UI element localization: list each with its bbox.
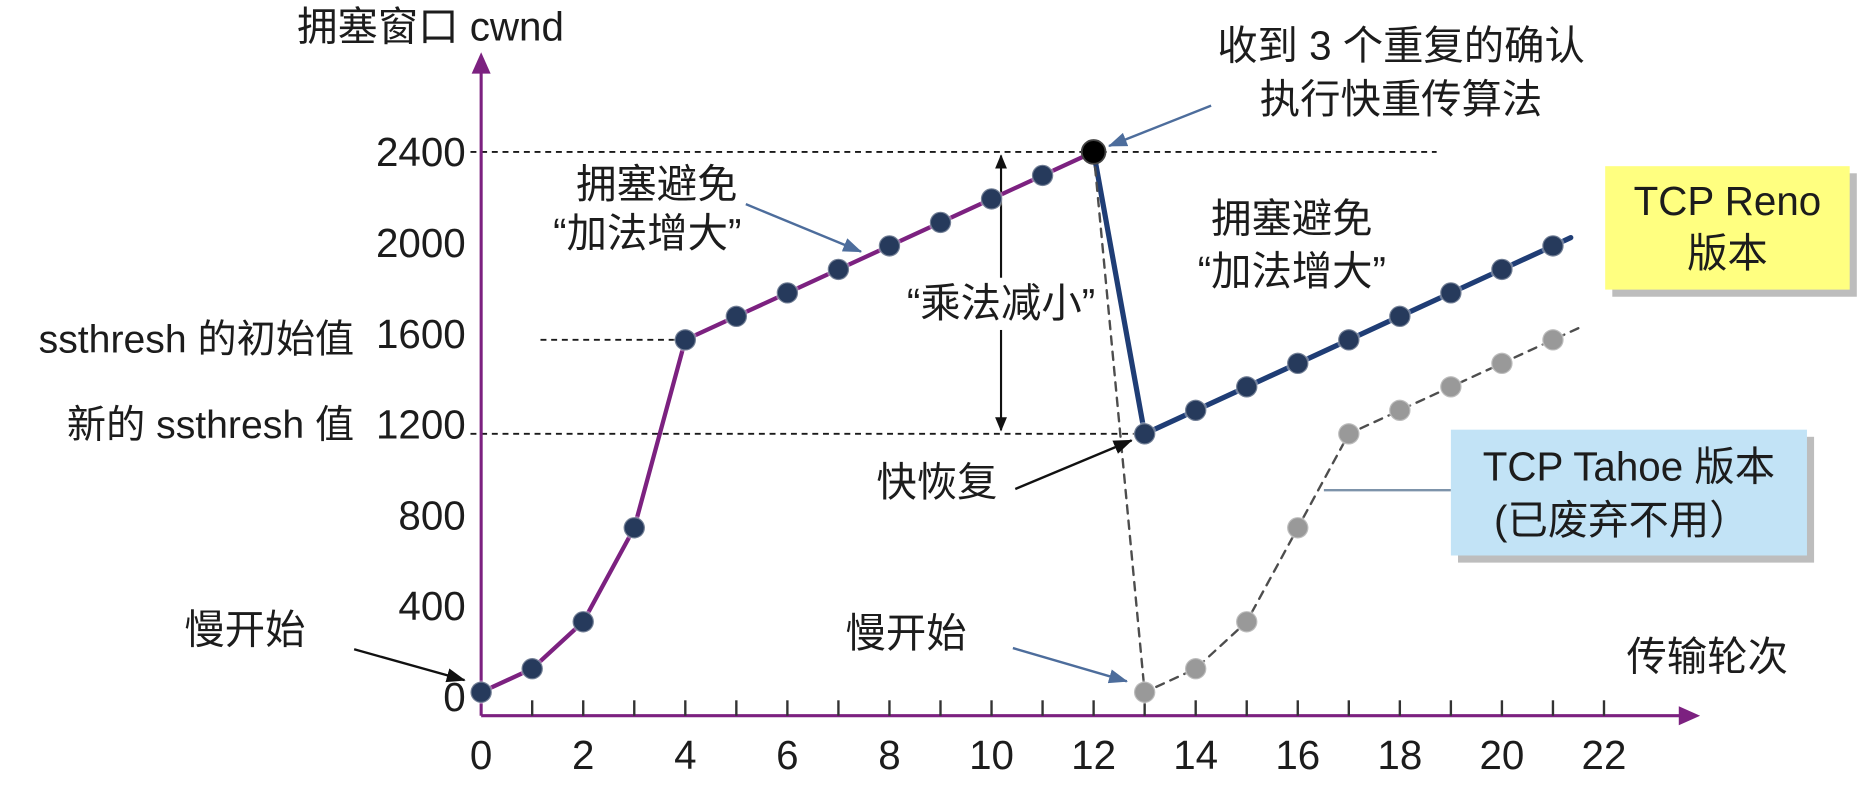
data-point-tahoe	[1541, 327, 1565, 352]
x-tick-label: 20	[1479, 732, 1524, 778]
y-tick-label: 1200	[376, 402, 466, 448]
data-point-reno	[1336, 327, 1361, 352]
y-tick-label: 800	[398, 492, 465, 538]
data-point-initial	[775, 281, 800, 305]
x-tick-label: 18	[1377, 732, 1422, 778]
x-tick-label: 2	[572, 732, 594, 778]
y-tick-label: 2400	[376, 129, 466, 175]
y-tick-label: 0	[443, 674, 465, 720]
x-tick-label: 8	[878, 732, 900, 778]
data-point-tahoe	[1490, 351, 1514, 376]
annotation-congestion-avoidance-first-line1: 拥塞避免	[576, 161, 737, 207]
annotation-congestion-avoidance-second-line2: “加法增大”	[1198, 248, 1386, 294]
data-point-tahoe	[1132, 680, 1157, 705]
ssthresh-initial-label: ssthresh 的初始值	[39, 319, 355, 362]
reference-lines	[470, 150, 1437, 435]
data-point-initial	[1030, 163, 1055, 188]
y-axis-arrowhead	[471, 52, 491, 74]
tahoe-box-line1: TCP Tahoe 版本	[1483, 444, 1775, 490]
data-point-reno	[1490, 257, 1514, 282]
reno-version-box: TCP Reno 版本	[1605, 166, 1857, 297]
reno-box-line2: 版本	[1687, 230, 1768, 276]
axes: 0 2 4 6 8 10 12 14 16 18 20 22 0 400 800 1200 1600 2000 24…	[376, 52, 1701, 778]
data-point-tahoe	[1234, 609, 1259, 634]
data-point-reno	[1234, 374, 1259, 399]
y-tick-label: 400	[398, 583, 465, 629]
annotation-slow-start-second: 慢开始	[846, 610, 967, 656]
data-point-initial	[520, 656, 545, 681]
tahoe-version-box: TCP Tahoe 版本 (已废弃不用）	[1450, 429, 1815, 563]
x-tick-label: 10	[969, 732, 1014, 778]
reno-box-background	[1605, 166, 1850, 290]
x-tick-label: 12	[1071, 732, 1116, 778]
data-point-initial	[469, 680, 494, 705]
arrow-congestion-avoidance-first	[745, 203, 863, 253]
triple-duplicate-ack-point	[1080, 139, 1107, 165]
arrow-fast-recovery	[1014, 439, 1133, 491]
data-point-tahoe	[1387, 398, 1412, 423]
data-point-initial	[724, 304, 749, 329]
annotation-triple-dup-ack-line1: 收到 3 个重复的确认	[1217, 22, 1585, 68]
data-point-initial	[571, 609, 596, 634]
data-point-tahoe	[1439, 374, 1463, 399]
y-axis-title: 拥塞窗口 cwnd	[297, 3, 564, 49]
annotation-congestion-avoidance-second-line1: 拥塞避免	[1211, 196, 1372, 242]
data-point-reno	[1285, 351, 1310, 376]
reno-box-line1: TCP Reno	[1634, 178, 1822, 224]
data-point-initial	[928, 210, 953, 235]
x-tick-label: 14	[1173, 732, 1218, 778]
data-point-tahoe	[1183, 656, 1208, 681]
x-tick-label: 22	[1582, 732, 1627, 778]
data-point-tahoe	[1336, 421, 1361, 446]
tahoe-box-line2: (已废弃不用）	[1494, 497, 1750, 543]
arrow-triple-dup-ack	[1107, 104, 1212, 148]
x-axis-arrowhead	[1678, 706, 1701, 726]
multiplicative-decrease-label-bg	[893, 277, 1110, 330]
annotation-triple-dup-ack-line2: 执行快重传算法	[1260, 76, 1542, 122]
y-tick-label: 1600	[376, 311, 466, 357]
data-point-reno	[1132, 421, 1157, 446]
data-point-tahoe	[1285, 515, 1310, 540]
data-point-initial	[673, 327, 698, 352]
tahoe-box-background	[1450, 429, 1807, 556]
x-tick-label: 16	[1275, 732, 1320, 778]
multiplicative-decrease-label: “乘法减小”	[907, 280, 1095, 326]
x-tick-label: 0	[470, 732, 492, 778]
arrow-slow-start-second	[1012, 646, 1128, 684]
y-tick-label: 2000	[376, 220, 466, 266]
data-point-reno	[1439, 281, 1463, 305]
data-point-reno	[1183, 398, 1208, 423]
data-point-initial	[622, 515, 647, 540]
x-tick-label: 6	[776, 732, 798, 778]
annotation-congestion-avoidance-first-line2: “加法增大”	[553, 210, 741, 256]
data-point-initial	[877, 234, 902, 258]
arrow-slow-start-first	[353, 648, 466, 683]
annotation-slow-start-first: 慢开始	[184, 606, 305, 652]
x-tick-label: 4	[674, 732, 696, 778]
data-point-reno	[1387, 304, 1412, 329]
x-axis-title: 传输轮次	[1627, 634, 1788, 680]
data-point-reno	[1541, 234, 1565, 258]
data-point-initial	[826, 257, 851, 282]
series-points	[469, 139, 1565, 705]
ssthresh-new-label: 新的 ssthresh 值	[67, 404, 354, 447]
data-point-initial	[979, 187, 1004, 211]
annotation-fast-recovery: 快恢复	[876, 459, 997, 505]
